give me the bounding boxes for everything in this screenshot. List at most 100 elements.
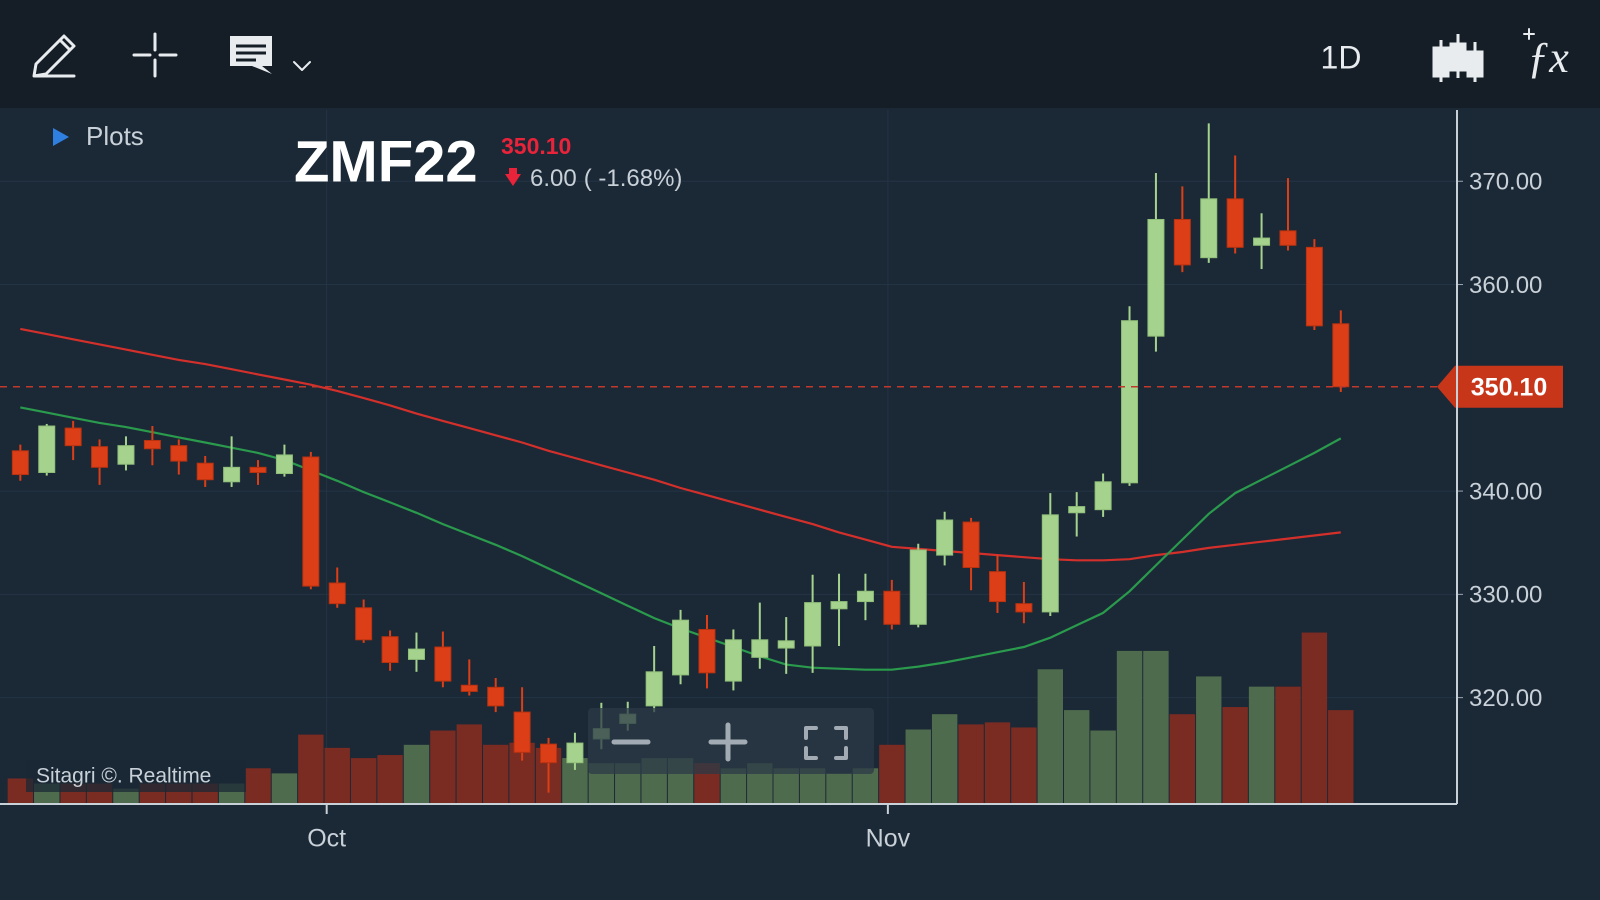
candle-body [11, 450, 29, 476]
symbol: ZMF22 [294, 129, 478, 194]
volume-bar [1011, 727, 1037, 804]
zoom-controls [588, 708, 874, 774]
change-value: 6.00 [530, 165, 577, 192]
plots-toggle-icon[interactable] [53, 128, 69, 146]
y-tick-label: 330.00 [1469, 582, 1542, 609]
volume-bar [350, 758, 377, 804]
candle-body [1068, 506, 1086, 514]
comment-tool[interactable] [230, 36, 311, 74]
candle-body [1279, 230, 1297, 246]
chart-type-button[interactable] [1432, 34, 1484, 82]
zoom-in[interactable] [708, 722, 748, 762]
volume-bar [1328, 710, 1354, 804]
candle-body [698, 628, 716, 674]
volume-bar [324, 747, 350, 804]
candle-body [777, 640, 795, 649]
volume-bar [456, 724, 482, 804]
volume-bar [271, 773, 298, 804]
x-tick-label: Oct [307, 825, 346, 853]
volume-bar [958, 724, 984, 804]
candle-body [1332, 323, 1350, 388]
volume-bar [1116, 650, 1143, 804]
candle-body [540, 743, 558, 764]
candle-body [1226, 198, 1244, 248]
volume-bar [482, 744, 509, 804]
plot-area: 320.00 330.00 340.00 360.00 370.00 Oct Nov 350.… [0, 110, 1563, 853]
candle-body [883, 590, 901, 625]
candle-body [1041, 514, 1059, 613]
last-price-tag-label: 350.10 [1471, 373, 1547, 401]
candle-body [328, 582, 346, 605]
candle-body [381, 636, 399, 664]
candle-body [1147, 218, 1165, 337]
watermark-bg [26, 760, 246, 792]
candle-body [1094, 481, 1112, 511]
candle-body [275, 454, 293, 475]
candle-body [645, 671, 663, 707]
moving-average [20, 327, 1341, 562]
candle-body [513, 711, 531, 753]
candle-body [830, 601, 848, 610]
candle-body [434, 646, 452, 682]
candle-body [962, 521, 980, 569]
volume-bar [720, 768, 747, 804]
svg-text:ƒx: ƒx [1527, 33, 1569, 82]
volume-bar [905, 729, 931, 804]
candle-body [751, 639, 769, 658]
volume-bar [1090, 730, 1116, 804]
candle-body [355, 607, 373, 641]
pencil-tool[interactable] [32, 34, 76, 78]
candle-body [909, 549, 927, 625]
candle-body [566, 742, 584, 764]
volume-bar [984, 722, 1011, 804]
y-tick-label: 340.00 [1469, 478, 1542, 505]
volume-bar [1169, 714, 1196, 804]
volume-bar [773, 768, 799, 804]
candle-body [170, 445, 188, 462]
volume-bar [1275, 686, 1301, 804]
candle-body [407, 648, 425, 660]
down-arrow [505, 168, 521, 186]
volume-bar [298, 734, 324, 804]
candle-body [724, 639, 742, 682]
candle-body [302, 456, 320, 587]
fullscreen[interactable] [804, 726, 848, 760]
candle-body [38, 425, 56, 473]
x-tick-label: Nov [866, 825, 911, 853]
volume-bar [852, 768, 879, 804]
candle-body [856, 590, 874, 603]
volume-bar [1037, 669, 1064, 804]
candle-body [1173, 218, 1191, 266]
candle-body [988, 571, 1006, 603]
y-tick-label: 360.00 [1469, 272, 1542, 299]
volume-bar [1301, 632, 1328, 804]
candle-body [1015, 603, 1033, 613]
candle-body [672, 619, 690, 676]
candle-body [460, 684, 478, 692]
indicator-button[interactable]: ƒx [1523, 28, 1569, 82]
volume-bar [430, 730, 456, 804]
volume-bar [1064, 710, 1090, 804]
volume-bar [931, 714, 958, 804]
candle-body [1121, 320, 1139, 484]
y-tick-label: 370.00 [1469, 169, 1542, 196]
last-price: 350.10 [501, 133, 571, 159]
candle-body [936, 519, 954, 556]
candle-body [143, 439, 161, 450]
candle-body [91, 446, 109, 468]
candle-body [1253, 237, 1271, 246]
volume-bar [826, 773, 852, 804]
plots-toggle[interactable]: Plots [86, 121, 144, 151]
last-price-tag [1437, 365, 1563, 408]
volume-bar [377, 755, 403, 804]
volume-bar [879, 744, 905, 804]
candle-body [804, 602, 822, 647]
volume-bar [245, 768, 271, 804]
volume-bar [1248, 686, 1275, 804]
crosshair-tool[interactable] [132, 32, 178, 78]
interval-button[interactable]: 1D [1321, 39, 1362, 75]
candle-body [223, 466, 241, 483]
change-percent: ( -1.68%) [584, 165, 683, 192]
